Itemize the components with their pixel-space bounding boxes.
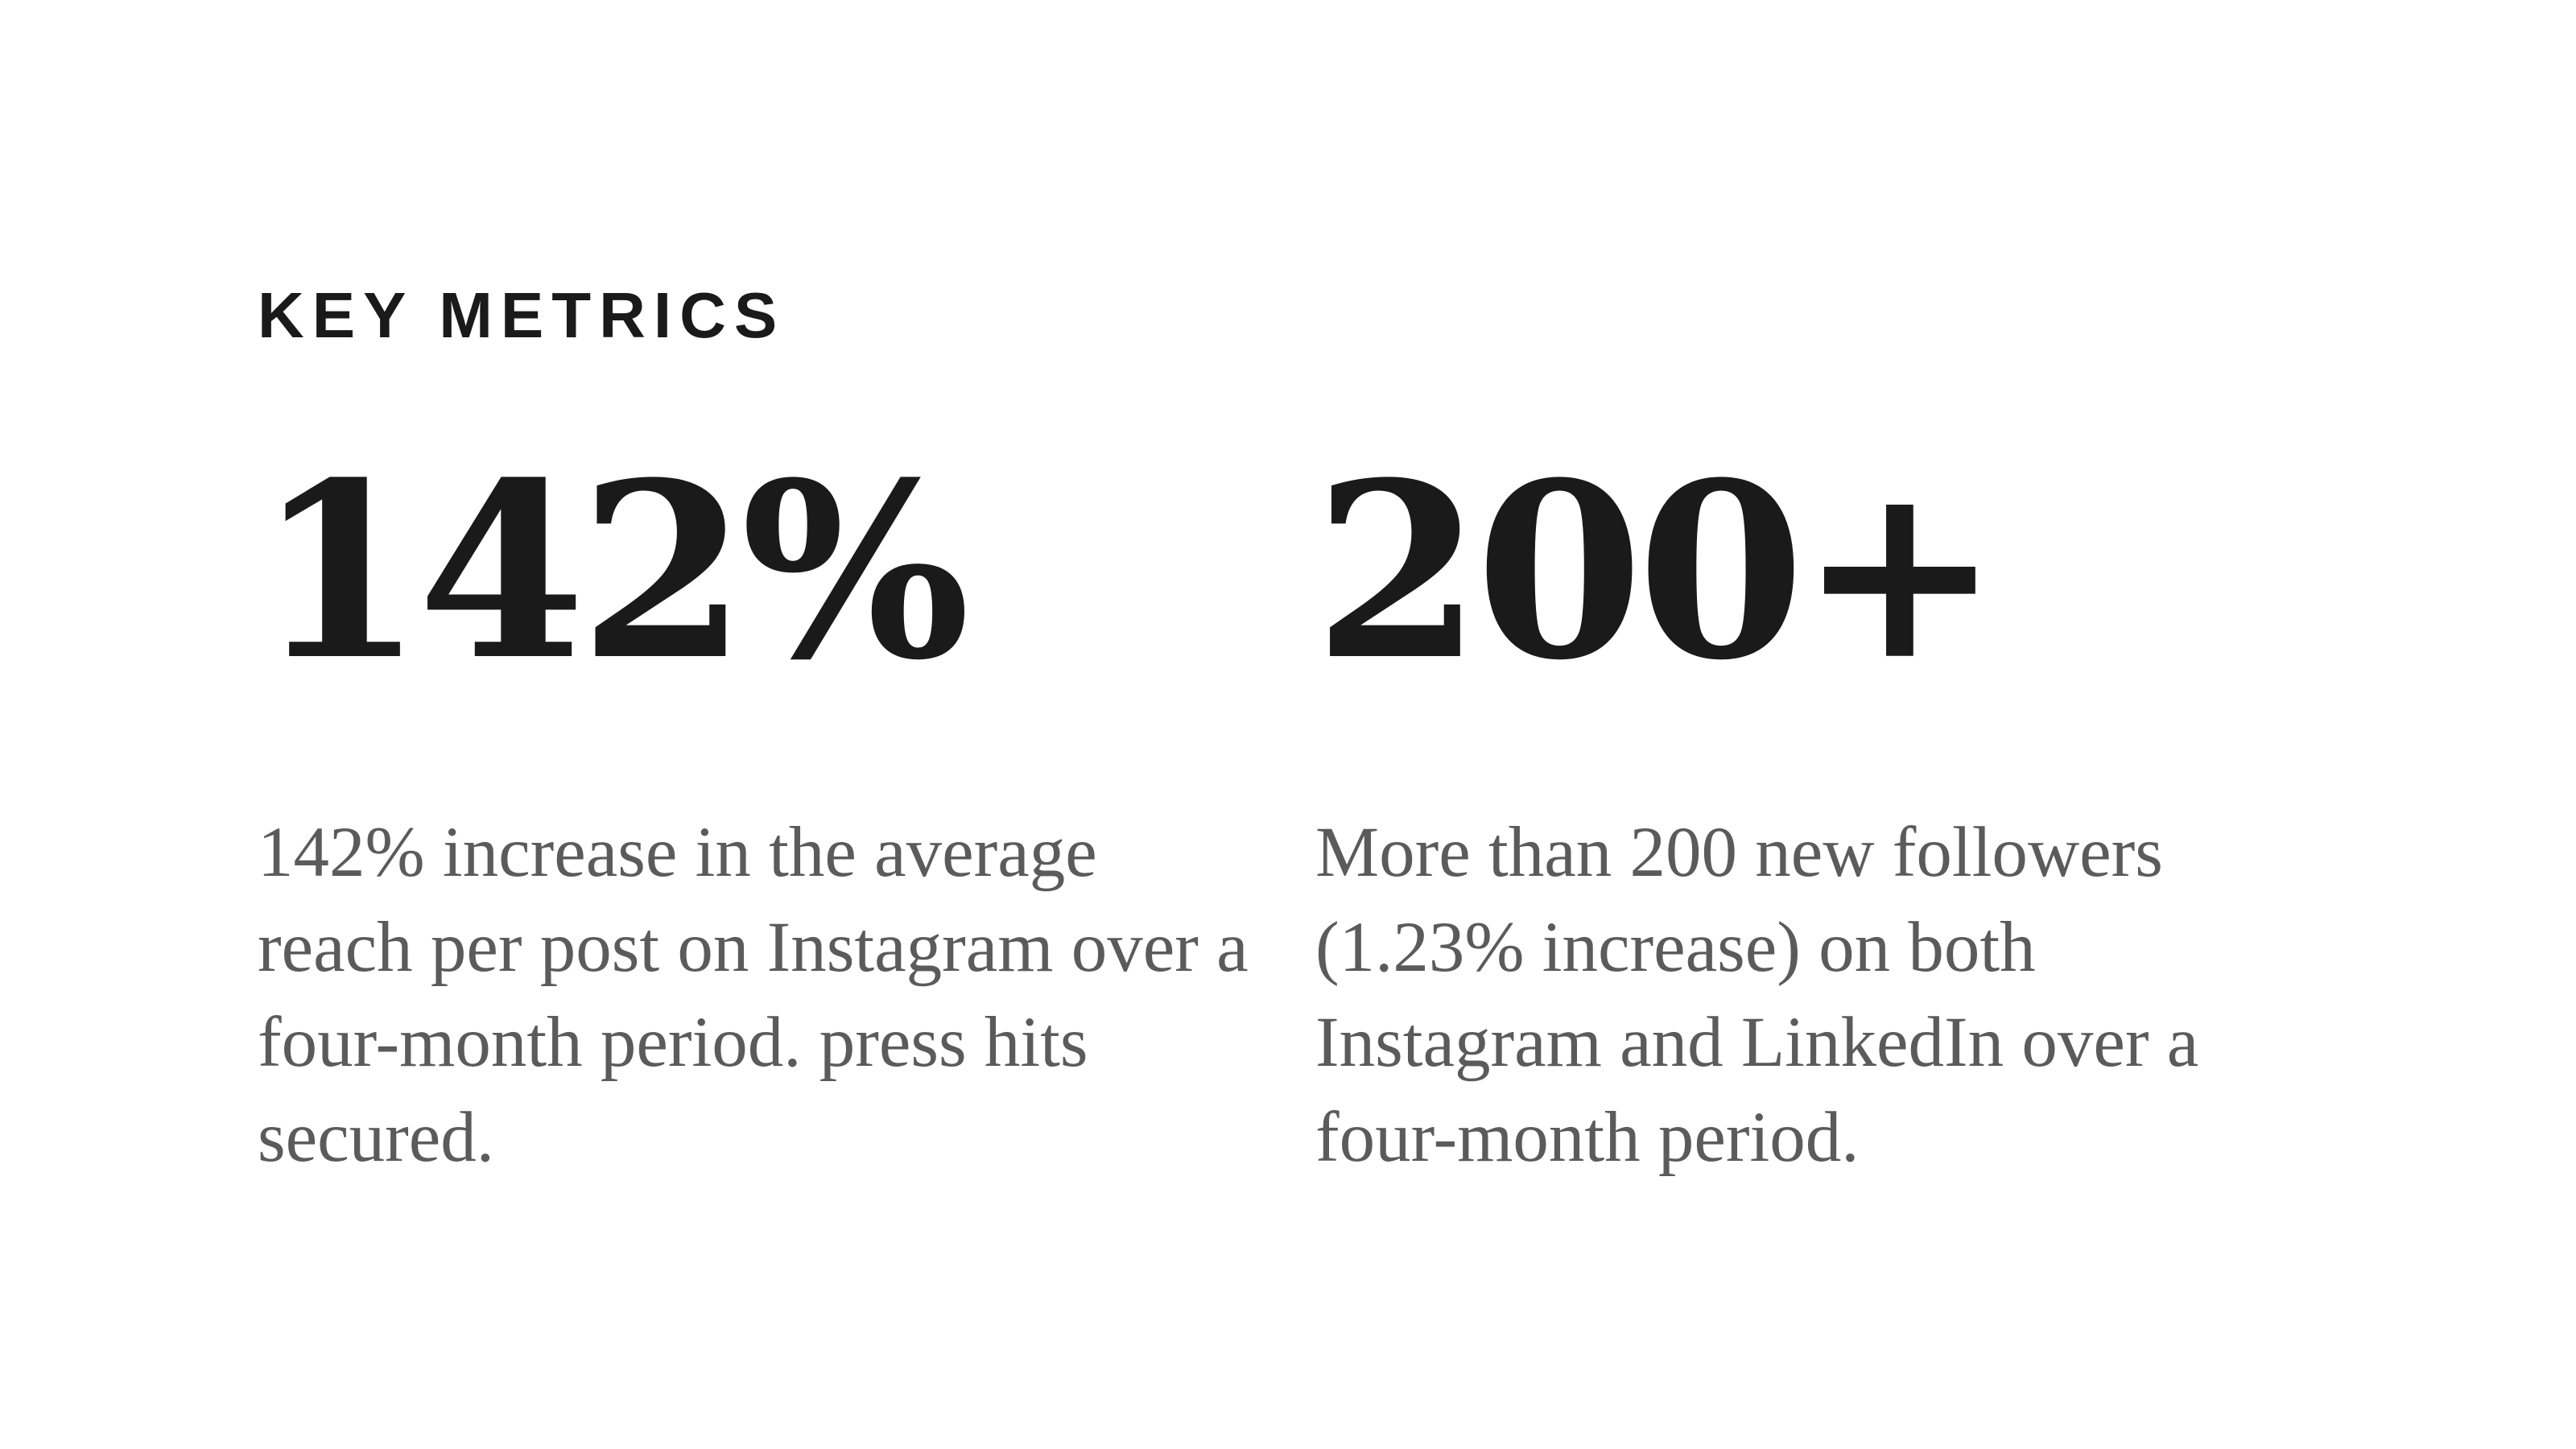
metric-card-followers: 200+ More than 200 new followers (1.23% … (1314, 429, 2320, 1178)
metric-description-reach: 142% increase in the average reach per p… (258, 813, 1249, 1177)
section-title: KEY METRICS (258, 279, 786, 351)
metric-value-reach: 142% (256, 429, 970, 713)
metric-description-followers: More than 200 new followers (1.23% incre… (1315, 813, 2199, 1177)
metric-value-followers: 200+ (1314, 429, 2001, 713)
metric-card-reach: 142% 142% increase in the average reach … (256, 429, 1262, 1178)
